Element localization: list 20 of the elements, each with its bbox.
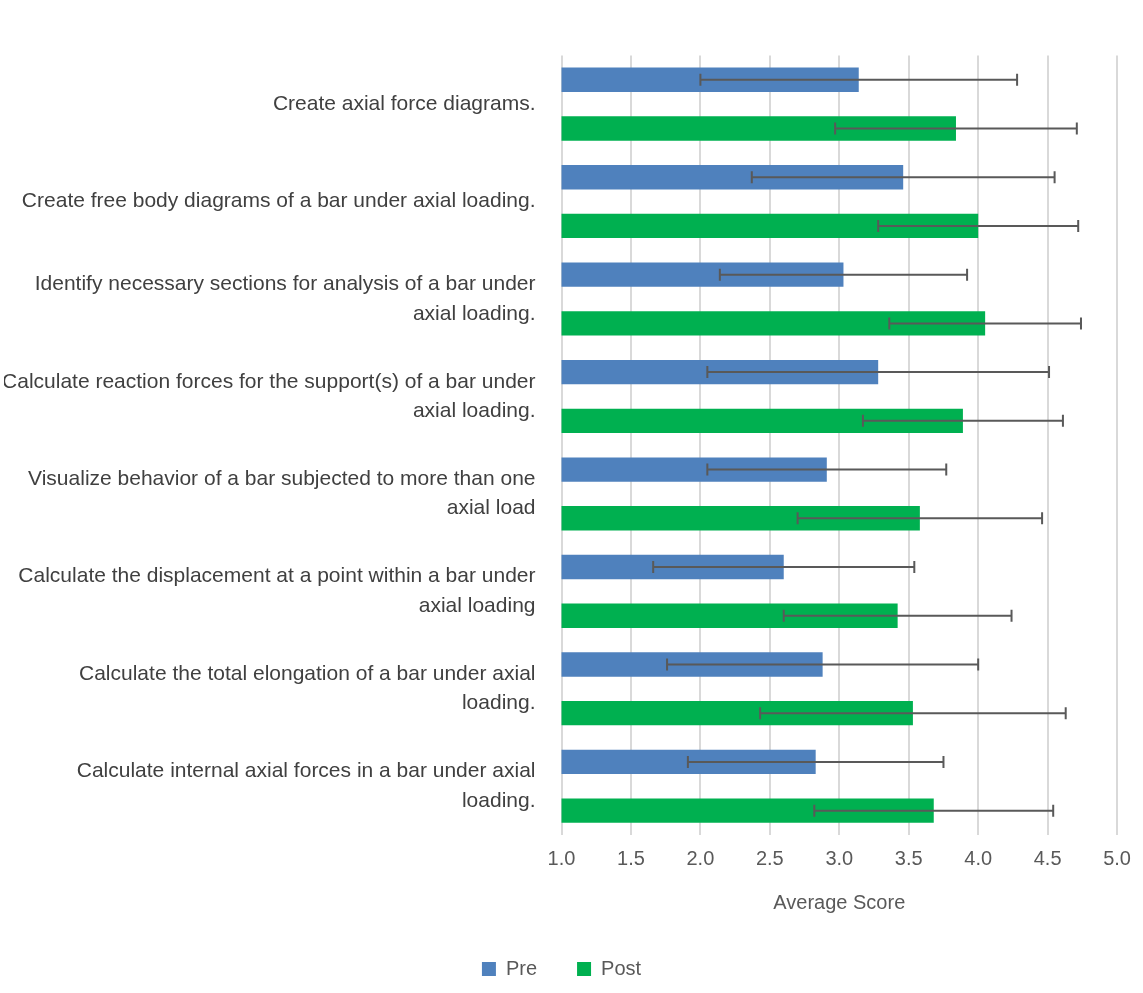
y-tick-label: Create axial force diagrams. (272, 90, 536, 114)
x-tick-label: 3.5 (894, 846, 923, 869)
legend-label: Pre (505, 956, 538, 979)
y-tick-label: Visualize behavior of a bar subjected to more than one axial load (28, 466, 536, 519)
x-tick-label: 1.0 (547, 846, 576, 869)
x-axis-title: Average Score (773, 890, 906, 913)
x-tick-label: 2.5 (755, 846, 784, 869)
x-tick-label: 1.5 (617, 846, 645, 869)
y-tick-label: Create free body diagrams of a bar under axial loading. (21, 188, 536, 212)
x-tick-label: 2.0 (686, 846, 715, 869)
y-tick-label: Calculate the total elongation of a bar under axial loading. (79, 660, 536, 714)
x-tick-label: 4.0 (964, 846, 993, 869)
x-tick-label: 5.0 (1103, 846, 1131, 869)
y-tick-label: Calculate reaction forces for the support(s) of a bar under axial loading. (2, 368, 536, 421)
y-tick-label: Calculate internal axial forces in a bar under axial loading. (76, 758, 536, 811)
x-tick-label: 4.5 (1033, 846, 1062, 869)
x-tick-label: 3.0 (825, 846, 854, 869)
y-tick-label: Calculate the displacement at a point within a bar under axial loading (18, 563, 536, 616)
y-tick-label: Identify necessary sections for analysis of a bar under axial loading. (34, 271, 536, 324)
legend-label: Post (601, 956, 642, 979)
